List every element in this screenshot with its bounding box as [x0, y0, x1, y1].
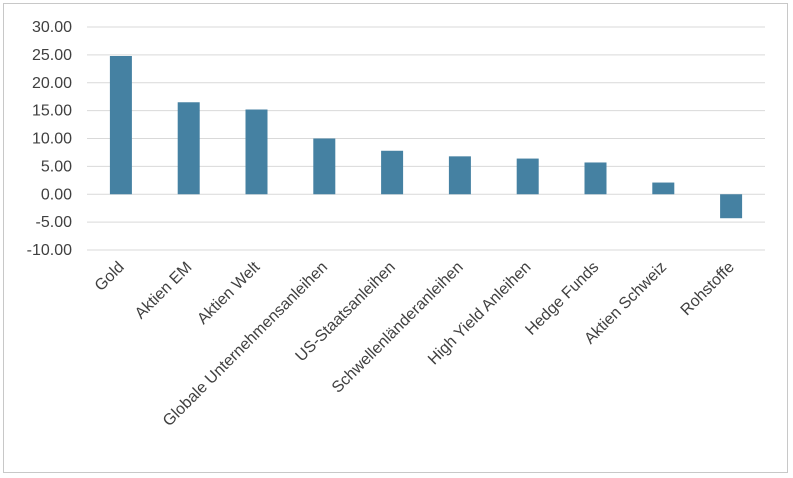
y-tick-label: 0.00 [41, 186, 72, 203]
chart-frame [3, 3, 788, 473]
x-category-label: Schwellenländeranleihen [329, 259, 467, 397]
bar [245, 109, 268, 195]
y-axis-ticks: 30.00 25.00 20.00 15.00 10.00 5.00 0.00 -5.00 -1… [27, 19, 72, 259]
y-tick-label: 5.00 [41, 158, 72, 175]
bar [720, 194, 743, 219]
y-tick-label: 20.00 [32, 75, 72, 92]
gridlines [87, 26, 765, 251]
y-tick-label: -5.00 [36, 214, 73, 231]
y-tick-label: 10.00 [32, 131, 72, 148]
y-tick-label: 15.00 [32, 103, 72, 120]
x-category-label: Aktien Welt [194, 258, 263, 327]
y-tick-label: 25.00 [32, 47, 72, 64]
y-tick-label: 30.00 [32, 19, 72, 36]
x-category-label: Aktien EM [132, 259, 196, 323]
bars [109, 55, 743, 219]
bar [448, 156, 471, 195]
bar [177, 102, 200, 195]
y-tick-label: -10.00 [27, 242, 72, 259]
x-category-label: Gold [92, 259, 128, 295]
bar [516, 158, 539, 195]
x-category-label: Rohstoffe [678, 259, 738, 319]
bar [109, 55, 132, 195]
bar [381, 150, 404, 195]
bar [313, 138, 336, 195]
bar [652, 182, 675, 195]
bar [584, 162, 607, 195]
